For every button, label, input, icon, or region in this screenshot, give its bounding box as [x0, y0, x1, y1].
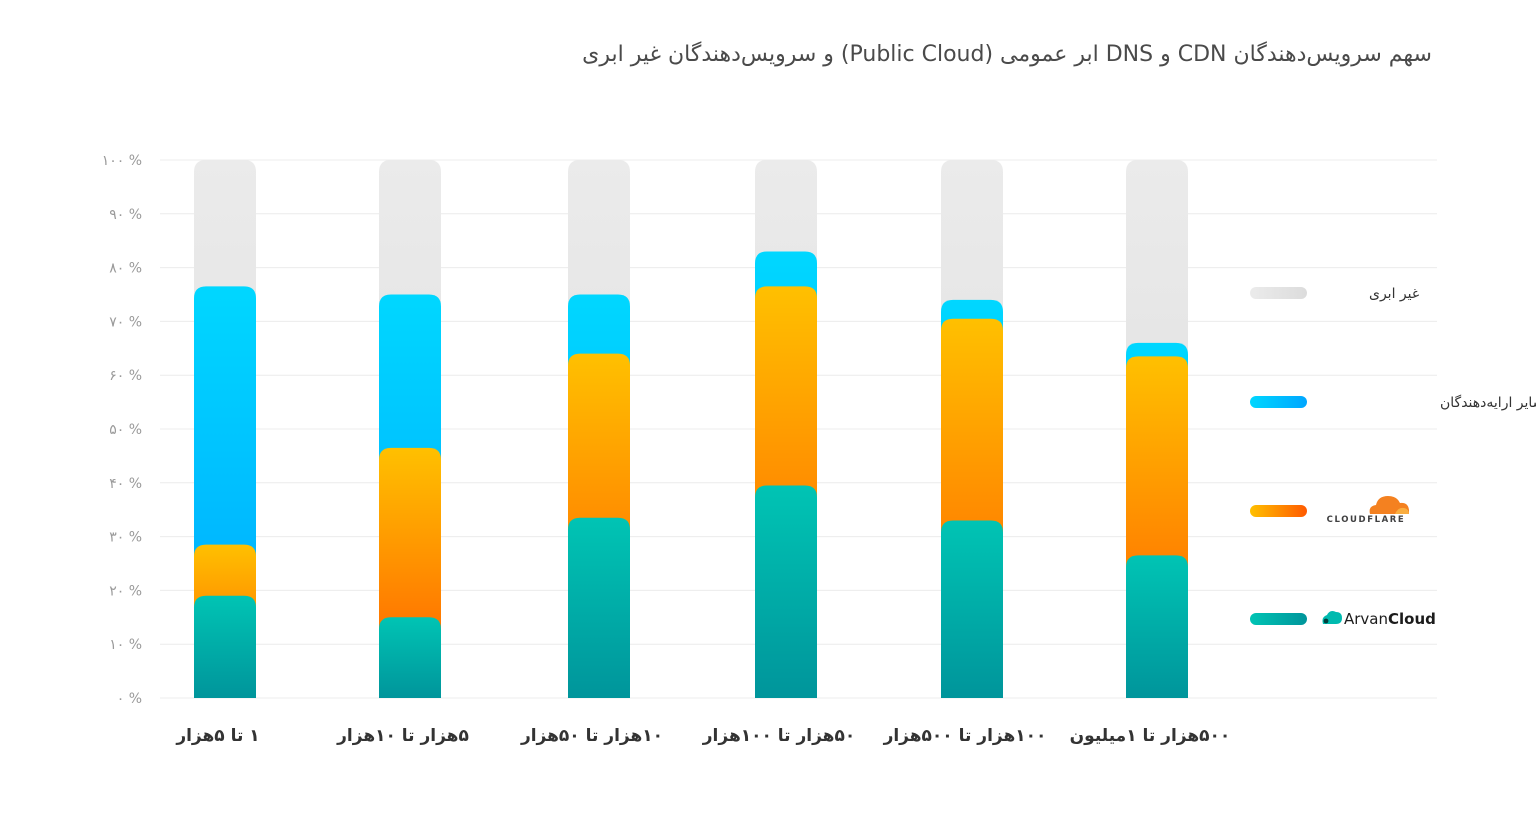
y-tick-label: ۰ %	[117, 691, 142, 707]
x-tick-label: ۱ تا ۵هزار	[175, 726, 259, 746]
x-tick-label: ۵۰هزار تا ۱۰۰هزار	[702, 726, 855, 746]
y-tick-label: ۲۰ %	[109, 583, 142, 599]
bar-group	[194, 160, 256, 698]
bar-segment-0	[379, 617, 441, 698]
x-tick-label: ۱۰هزار تا ۵۰هزار	[520, 726, 663, 746]
x-axis: ۱ تا ۵هزار ۵هزار تا ۱۰هزار ۱۰هزار تا ۵۰هزا…	[175, 726, 1230, 746]
bar-group	[941, 160, 1003, 698]
chart-title: سهم سرویس‌دهندگان CDN و DNS ابر عمومی (P…	[582, 42, 1432, 67]
x-tick-label: ۵هزار تا ۱۰هزار	[336, 726, 469, 746]
legend-swatch	[1250, 505, 1307, 517]
bar-segment-0	[568, 517, 630, 698]
cloudflare-logo-icon	[1369, 496, 1409, 514]
y-tick-label: ۱۰ %	[109, 637, 142, 653]
bar-segment-0	[755, 485, 817, 698]
y-tick-label: ۹۰ %	[109, 207, 142, 223]
x-tick-label: ۱۰۰هزار تا ۵۰۰هزار	[883, 726, 1047, 746]
y-tick-label: ۷۰ %	[109, 314, 142, 330]
y-axis: ۰ % ۱۰ % ۲۰ % ۳۰ % ۴۰ % ۵۰ % ۶۰ % ۷۰ % ۸۰ % ۹۰ % ۱…	[102, 153, 142, 707]
arvancloud-logo-icon	[1322, 611, 1342, 624]
legend-label: سایر ارایه‌دهندگان	[1440, 394, 1536, 411]
legend-item: CLOUDFLARE	[1250, 496, 1409, 525]
legend-swatch	[1250, 287, 1307, 299]
legend-swatch	[1250, 396, 1307, 408]
x-tick-label: ۵۰۰هزار تا ۱میلیون	[1070, 726, 1231, 746]
y-tick-label: ۸۰ %	[109, 261, 142, 277]
legend-item: سایر ارایه‌دهندگان	[1250, 394, 1536, 411]
y-tick-label: ۶۰ %	[109, 368, 142, 384]
y-tick-label: ۴۰ %	[109, 476, 142, 492]
bar-group	[755, 160, 817, 698]
bar-segment-0	[941, 520, 1003, 698]
y-tick-label: ۵۰ %	[109, 422, 142, 438]
bar-group	[568, 160, 630, 698]
legend: غیر ابری سایر ارایه‌دهندگان CLOUDFLARE Arva…	[1250, 286, 1536, 628]
bar-segment-0	[1126, 555, 1188, 698]
legend-item: ArvanCloud	[1250, 610, 1436, 628]
legend-swatch	[1250, 613, 1307, 625]
legend-label: CLOUDFLARE	[1327, 515, 1406, 525]
legend-label: ArvanCloud	[1344, 610, 1436, 628]
bar-segment-0	[194, 595, 256, 698]
y-tick-label: ۳۰ %	[109, 530, 142, 546]
bar-group	[1126, 160, 1188, 698]
bar-group	[379, 160, 441, 698]
y-tick-label: ۱۰۰ %	[102, 153, 142, 169]
bars	[194, 160, 1188, 698]
legend-label: غیر ابری	[1369, 286, 1419, 302]
legend-item: غیر ابری	[1250, 286, 1419, 302]
